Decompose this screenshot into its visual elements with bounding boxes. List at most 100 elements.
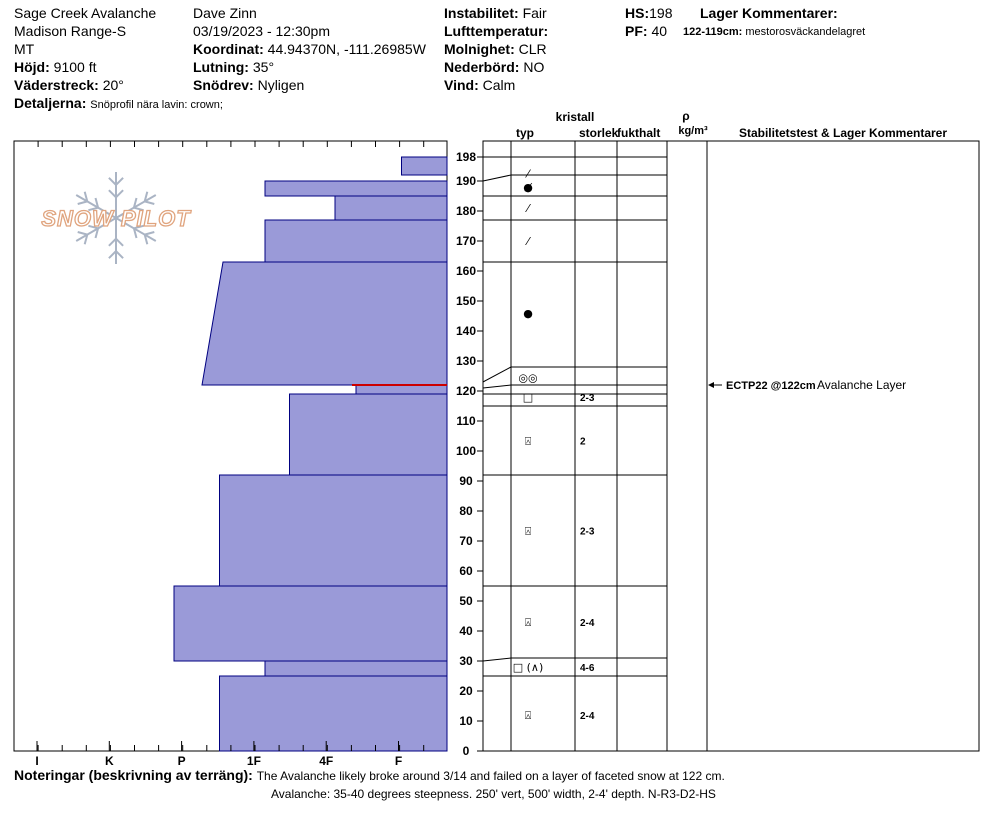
instability-row: Instabilitet: Fair	[444, 4, 547, 22]
grain-rows: ⁄●̸⁄⁄●◎◎□ 2-3⍓ 2⍓ 2-3⍓ 2-4□ (∧) 4-6⍓ 2-4	[513, 168, 595, 723]
height-tick-label: 0	[463, 744, 470, 758]
snowflake-branch	[133, 206, 144, 212]
observation-datetime: 03/19/2023 - 12:30pm	[193, 23, 330, 39]
drift-value: Nyligen	[257, 77, 305, 93]
grain-symbol: ⁄	[524, 168, 531, 181]
drift-label: Snödrev:	[193, 77, 254, 93]
height-tick-label: 70	[459, 534, 473, 548]
hardness-bars	[173, 156, 448, 752]
height-tick-label: 130	[456, 354, 476, 368]
stability-test-annotation: ECTP22 @122cm Avalanche Layer	[708, 378, 906, 392]
coordinate-value: 44.94370N, -111.26985W	[267, 41, 426, 57]
notes-row: Noteringar (beskrivning av terräng): The…	[14, 766, 725, 785]
grain-symbol: ●	[523, 307, 533, 320]
layer-connector	[482, 657, 512, 662]
snowflake-branch	[77, 200, 88, 205]
height-tick-label: 180	[456, 204, 476, 218]
grain-symbol: ●̸	[523, 181, 533, 194]
snowflake-branch	[108, 189, 117, 199]
hardness-tick-label: 1F	[247, 754, 261, 768]
height-tick-label: 60	[459, 564, 473, 578]
layer-comment-text: mestorosväckandelagret	[745, 26, 866, 38]
snowflake-branch	[94, 228, 100, 239]
layer-boundary-lines	[482, 156, 667, 677]
location-name: Sage Creek Avalanche	[14, 5, 157, 21]
snowflake-branch	[132, 228, 138, 239]
height-tick-label: 50	[459, 594, 473, 608]
hardness-tick-label: 4F	[319, 754, 333, 768]
state-name: MT	[14, 41, 35, 57]
logo-text: SNOW PILOT	[41, 206, 191, 231]
hardness-layer-bar	[264, 660, 448, 677]
col-header-fukthalt: fukthalt	[617, 126, 660, 140]
height-tick-label: 20	[459, 684, 473, 698]
elevation-value: 9100 ft	[53, 59, 97, 75]
snowflake-branch	[115, 177, 124, 186]
col-header-rho: ρ	[682, 109, 689, 123]
airtemp-label: Lufttemperatur:	[444, 23, 549, 39]
hardness-layer-bar	[264, 180, 448, 197]
wind-value: Calm	[482, 77, 516, 93]
snowflake-branch	[88, 224, 99, 230]
snowflake-arm	[75, 217, 117, 242]
height-tick-label: 110	[456, 414, 476, 428]
hardness-layer-bar	[355, 384, 448, 395]
stability-test-comment: Avalanche Layer	[817, 378, 906, 392]
grain-symbol: ⍓	[525, 616, 532, 629]
height-tick-label: 120	[456, 384, 476, 398]
snowflake-branch	[108, 237, 117, 247]
hardness-tick-label: I	[35, 754, 38, 768]
col-header-storlek: storlek	[579, 126, 619, 140]
layer-connector	[482, 174, 512, 182]
snowflake-branch	[115, 189, 124, 199]
instability-value: Fair	[522, 5, 547, 21]
range-name: Madison Range-S	[14, 23, 127, 39]
coordinate-label: Koordinat:	[193, 41, 264, 57]
grain-size: 2-4	[580, 618, 595, 629]
stability-arrow-head	[708, 382, 714, 388]
airtemp-row: Lufttemperatur:	[444, 22, 548, 40]
height-tick-label: 170	[456, 234, 476, 248]
details-value: Snöprofil nära lavin: crown;	[90, 99, 223, 111]
pf-row: PF: 40	[625, 22, 667, 40]
precip-row: Nederbörd: NO	[444, 58, 544, 76]
coordinate-row: Koordinat: 44.94370N, -111.26985W	[193, 40, 426, 58]
cloud-row: Molnighet: CLR	[444, 40, 547, 58]
hs-label: HS:	[625, 5, 650, 21]
snowflake-branch	[144, 200, 155, 205]
snowflake-branch	[94, 197, 100, 208]
height-tick-label: 30	[459, 654, 473, 668]
snowflake-branch	[143, 191, 149, 202]
hardness-layer-bar	[289, 393, 448, 476]
height-tick-label: 40	[459, 624, 473, 638]
grain-symbol: ⁄	[524, 235, 531, 248]
aspect-row: Väderstreck: 20°	[14, 76, 124, 94]
observer-name: Dave Zinn	[193, 5, 257, 21]
hardness-top-ticks	[13, 141, 425, 751]
grain-size: 4-6	[580, 663, 595, 674]
layer-connector	[482, 384, 512, 389]
notes-line-2: Avalanche: 35-40 degrees steepness. 250'…	[271, 787, 716, 801]
wind-label: Vind:	[444, 77, 479, 93]
height-tick-label: 100	[456, 444, 476, 458]
hardness-layer-bar	[401, 156, 448, 176]
snowflake-arm	[115, 194, 157, 219]
slope-value: 35°	[252, 59, 275, 75]
grain-symbol: ◎◎	[518, 372, 537, 385]
notes-label: Noteringar (beskrivning av terräng):	[14, 767, 253, 783]
stability-test-label: ECTP22 @122cm	[726, 380, 816, 392]
details-row: Detaljerna: Snöprofil nära lavin: crown;	[14, 94, 223, 114]
grain-size: 2-4	[580, 711, 595, 722]
snowflake-branch	[83, 191, 89, 202]
height-tick-label: 10	[459, 714, 473, 728]
hs-row: HS:198	[625, 4, 672, 22]
height-tick-label: 150	[456, 294, 476, 308]
drift-row: Snödrev: Nyligen	[193, 76, 304, 94]
snowflake-arm	[115, 217, 157, 242]
snowflake-branch	[144, 231, 155, 236]
grain-symbol: ⍓	[525, 435, 532, 448]
hardness-layer-bar	[201, 261, 448, 386]
snowflake-branch	[108, 250, 117, 259]
grain-table-frame	[482, 140, 980, 752]
